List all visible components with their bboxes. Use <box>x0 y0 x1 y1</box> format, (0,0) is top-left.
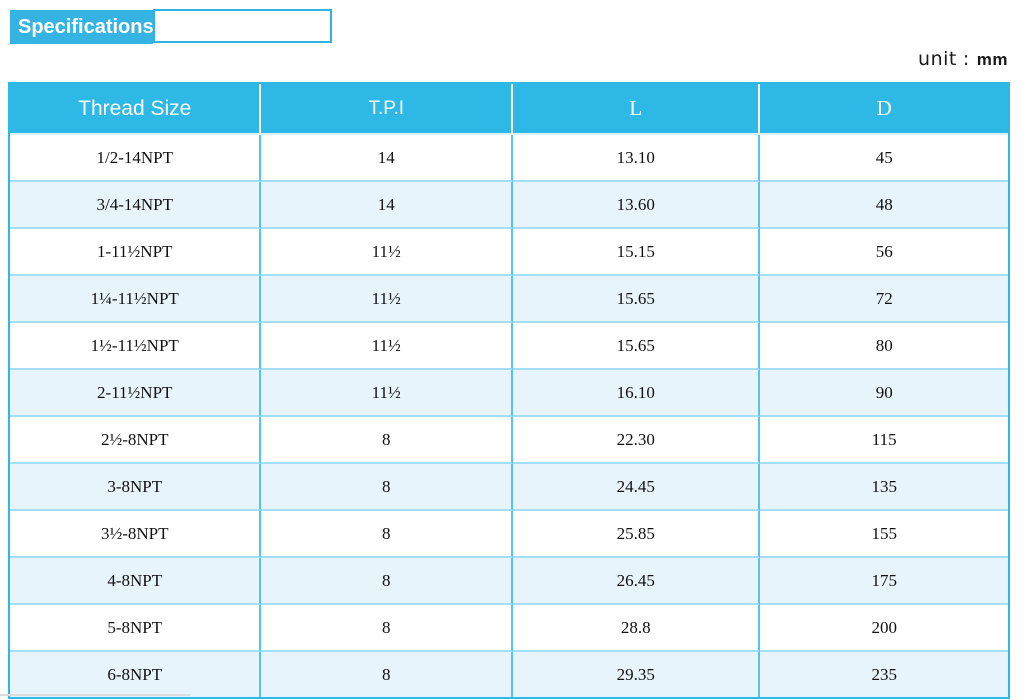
specifications-table: Thread Size T.P.I L D 1/2-14NPT 14 13.10 45… <box>8 82 1010 699</box>
spec-cell: 175 <box>760 558 1008 605</box>
spec-cell: 135 <box>760 464 1008 511</box>
spec-cell: 1¼-11½NPT <box>10 276 262 323</box>
cropped-bottom-element <box>0 694 190 696</box>
table-header: Thread Size T.P.I L D <box>10 84 1008 135</box>
spec-cell: 15.15 <box>512 229 761 276</box>
spec-cell: 26.45 <box>512 558 761 605</box>
table-row: 1-11½NPT 11½ 15.15 56 <box>10 229 1008 276</box>
table-row: 2½-8NPT 8 22.30 115 <box>10 417 1008 464</box>
spec-table: Thread Size T.P.I L D 1/2-14NPT 14 13.10 45… <box>10 84 1008 697</box>
spec-cell: 22.30 <box>512 417 761 464</box>
spec-cell: 11½ <box>261 276 513 323</box>
spec-cell: 48 <box>760 182 1008 229</box>
unit-value: mm <box>976 50 1008 69</box>
spec-cell: 200 <box>760 605 1008 652</box>
spec-cell: 90 <box>760 370 1008 417</box>
spec-cell: 1½-11½NPT <box>10 323 262 370</box>
spec-cell: 24.45 <box>512 464 761 511</box>
table-row: 3/4-14NPT 14 13.60 48 <box>10 182 1008 229</box>
spec-cell: 45 <box>760 135 1008 182</box>
table-body: 1/2-14NPT 14 13.10 45 3/4-14NPT 14 13.60 48 1-11… <box>10 135 1008 697</box>
spec-cell: 8 <box>261 558 513 605</box>
spec-cell: 1/2-14NPT <box>10 135 262 182</box>
spec-cell: 16.10 <box>512 370 761 417</box>
spec-cell: 3/4-14NPT <box>10 182 262 229</box>
col-header-l: L <box>512 84 761 135</box>
spec-cell: 15.65 <box>512 276 761 323</box>
spec-cell: 14 <box>261 182 513 229</box>
spec-cell: 4-8NPT <box>10 558 262 605</box>
table-row: 1½-11½NPT 11½ 15.65 80 <box>10 323 1008 370</box>
table-row: 1¼-11½NPT 11½ 15.65 72 <box>10 276 1008 323</box>
table-row: 3½-8NPT 8 25.85 155 <box>10 511 1008 558</box>
spec-cell: 235 <box>760 652 1008 697</box>
spec-cell: 8 <box>261 417 513 464</box>
spec-cell: 14 <box>261 135 513 182</box>
spec-cell: 8 <box>261 464 513 511</box>
table-row: 2-11½NPT 11½ 16.10 90 <box>10 370 1008 417</box>
table-row: 1/2-14NPT 14 13.10 45 <box>10 135 1008 182</box>
spec-cell: 13.10 <box>512 135 761 182</box>
spec-cell: 80 <box>760 323 1008 370</box>
spec-cell: 115 <box>760 417 1008 464</box>
spec-cell: 3½-8NPT <box>10 511 262 558</box>
spec-cell: 56 <box>760 229 1008 276</box>
spec-cell: 5-8NPT <box>10 605 262 652</box>
col-header-thread-size: Thread Size <box>10 84 262 135</box>
spec-cell: 29.35 <box>512 652 761 697</box>
spec-cell: 15.65 <box>512 323 761 370</box>
spec-cell: 2-11½NPT <box>10 370 262 417</box>
unit-colon: : <box>962 48 970 70</box>
unit-note: unit: mm <box>918 48 1008 70</box>
table-row: 4-8NPT 8 26.45 175 <box>10 558 1008 605</box>
page-title-row: Specifications <box>10 9 332 44</box>
spec-cell: 72 <box>760 276 1008 323</box>
spec-cell: 2½-8NPT <box>10 417 262 464</box>
spec-cell: 25.85 <box>512 511 761 558</box>
spec-cell: 11½ <box>261 323 513 370</box>
table-row: 5-8NPT 8 28.8 200 <box>10 605 1008 652</box>
title-blank-box <box>153 9 332 43</box>
spec-cell: 6-8NPT <box>10 652 262 697</box>
col-header-d: D <box>760 84 1008 135</box>
spec-cell: 11½ <box>261 229 513 276</box>
spec-cell: 11½ <box>261 370 513 417</box>
table-row: 3-8NPT 8 24.45 135 <box>10 464 1008 511</box>
spec-cell: 8 <box>261 511 513 558</box>
spec-cell: 155 <box>760 511 1008 558</box>
spec-cell: 1-11½NPT <box>10 229 262 276</box>
spec-cell: 8 <box>261 605 513 652</box>
spec-cell: 28.8 <box>512 605 761 652</box>
spec-cell: 8 <box>261 652 513 697</box>
header-row: Thread Size T.P.I L D <box>10 84 1008 135</box>
table-row: 6-8NPT 8 29.35 235 <box>10 652 1008 697</box>
spec-cell: 13.60 <box>512 182 761 229</box>
spec-cell: 3-8NPT <box>10 464 262 511</box>
page-title: Specifications <box>10 10 154 44</box>
col-header-tpi: T.P.I <box>261 84 513 135</box>
unit-label: unit <box>918 48 957 70</box>
